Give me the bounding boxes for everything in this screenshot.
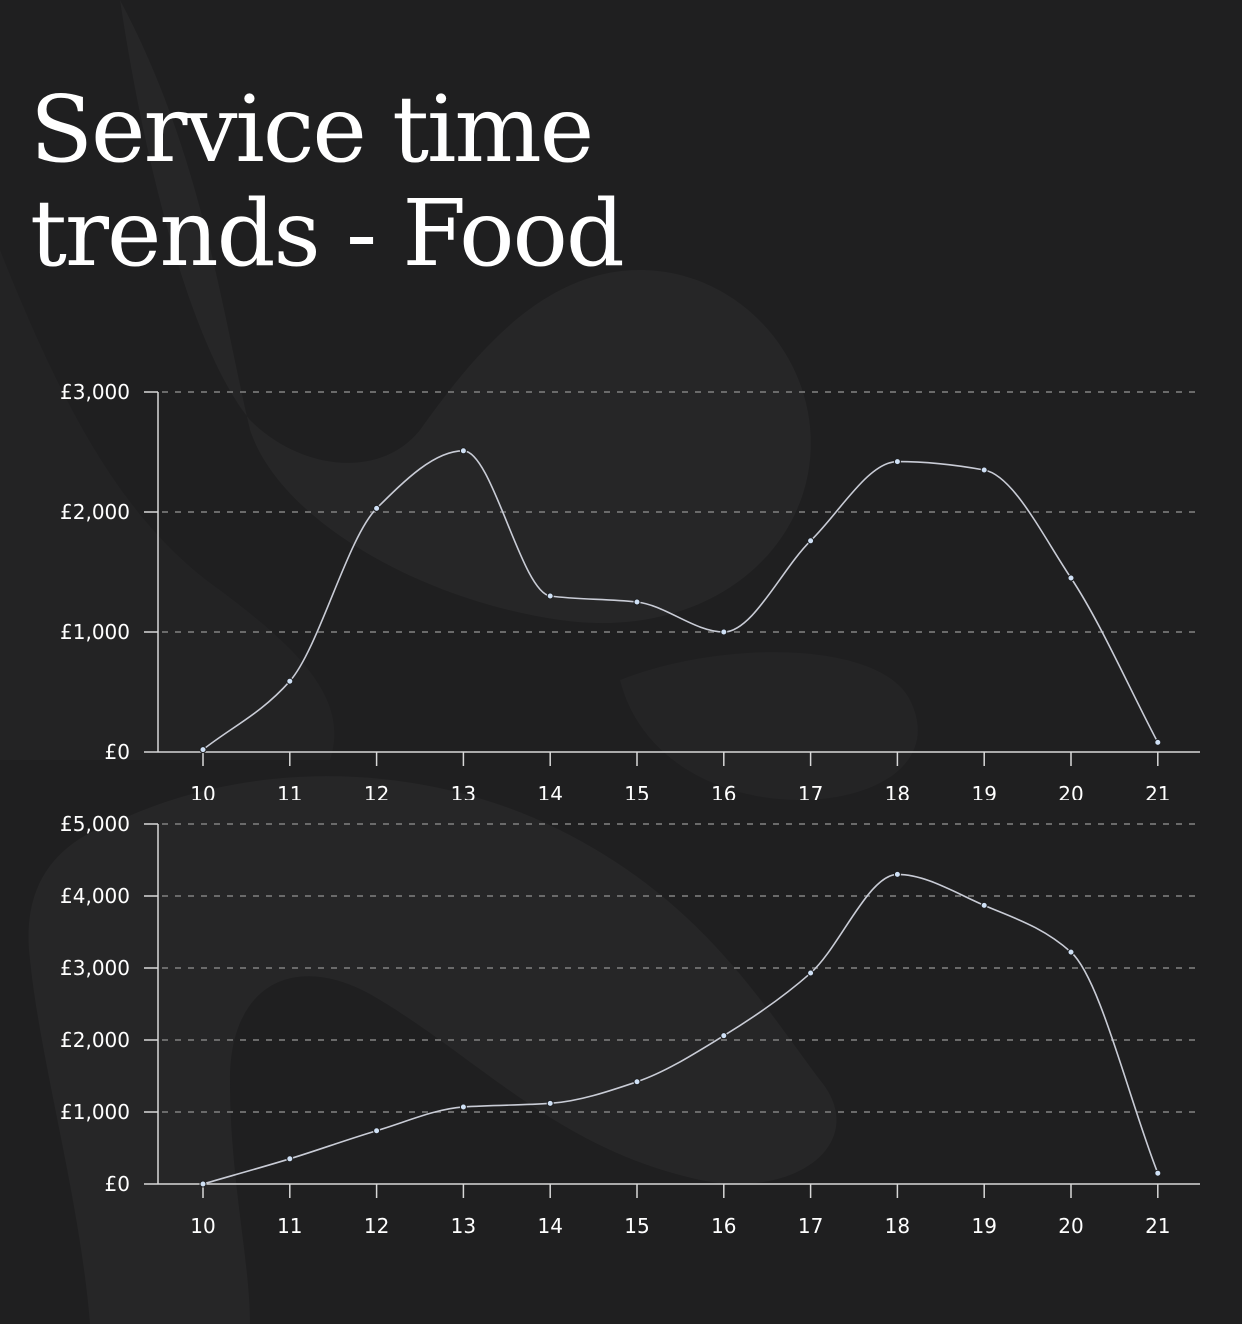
title-line-2: trends - Food (30, 180, 625, 287)
y-tick-label: £2,000 (60, 1028, 130, 1052)
y-tick-label: £3,000 (60, 380, 130, 404)
data-point (373, 504, 381, 512)
data-point (633, 1078, 641, 1086)
data-point (1067, 948, 1075, 956)
data-point (199, 1180, 207, 1188)
data-point (546, 592, 554, 600)
x-tick-label: 11 (277, 782, 302, 800)
y-tick-label: £4,000 (60, 884, 130, 908)
x-tick-label: 16 (711, 782, 736, 800)
x-tick-label: 12 (364, 1214, 389, 1238)
data-point (720, 1032, 728, 1040)
data-point (286, 1155, 294, 1163)
data-point (1154, 1169, 1162, 1177)
x-tick-label: 20 (1058, 782, 1083, 800)
y-tick-label: £0 (105, 740, 130, 764)
x-tick-label: 15 (624, 1214, 649, 1238)
y-tick-label: £2,000 (60, 500, 130, 524)
x-tick-label: 14 (537, 782, 562, 800)
title-line-1: Service time (30, 76, 594, 183)
x-tick-label: 10 (190, 1214, 215, 1238)
x-tick-label: 14 (537, 1214, 562, 1238)
data-point (459, 1103, 467, 1111)
x-tick-label: 12 (364, 782, 389, 800)
data-point (286, 677, 294, 685)
data-point (980, 466, 988, 474)
x-tick-label: 17 (798, 782, 823, 800)
data-point (893, 870, 901, 878)
data-point (373, 1127, 381, 1135)
x-tick-label: 19 (971, 782, 996, 800)
x-tick-label: 21 (1145, 782, 1170, 800)
y-tick-label: £5,000 (60, 812, 130, 836)
x-tick-label: 16 (711, 1214, 736, 1238)
x-tick-label: 21 (1145, 1214, 1170, 1238)
data-point (1067, 574, 1075, 582)
x-tick-label: 18 (885, 782, 910, 800)
y-tick-label: £1,000 (60, 1100, 130, 1124)
line-chart-top: £0 £1,000 £2,000 £3,000 10 11 12 13 14 15 16 17 18 19… (60, 380, 1200, 800)
x-tick-label: 11 (277, 1214, 302, 1238)
x-tick-label: 18 (885, 1214, 910, 1238)
data-point (807, 969, 815, 977)
data-point (459, 447, 467, 455)
page-title: Service time trends - Food (30, 76, 625, 287)
series-line (202, 873, 1159, 1185)
x-tick-label: 10 (190, 782, 215, 800)
data-point (546, 1099, 554, 1107)
data-point (807, 537, 815, 545)
y-tick-label: £1,000 (60, 620, 130, 644)
x-tick-label: 13 (451, 782, 476, 800)
data-point (1154, 738, 1162, 746)
x-tick-label: 17 (798, 1214, 823, 1238)
data-point (980, 901, 988, 909)
x-tick-label: 15 (624, 782, 649, 800)
line-chart-bottom: £0 £1,000 £2,000 £3,000 £4,000 £5,000 10 11 12 13… (60, 812, 1200, 1238)
series-line (202, 449, 1159, 751)
y-tick-label: £3,000 (60, 956, 130, 980)
x-tick-label: 20 (1058, 1214, 1083, 1238)
data-point (633, 598, 641, 606)
x-tick-label: 13 (451, 1214, 476, 1238)
data-point (893, 458, 901, 466)
data-point (720, 628, 728, 636)
x-tick-label: 19 (971, 1214, 996, 1238)
data-point (199, 746, 207, 754)
y-tick-label: £0 (105, 1172, 130, 1196)
